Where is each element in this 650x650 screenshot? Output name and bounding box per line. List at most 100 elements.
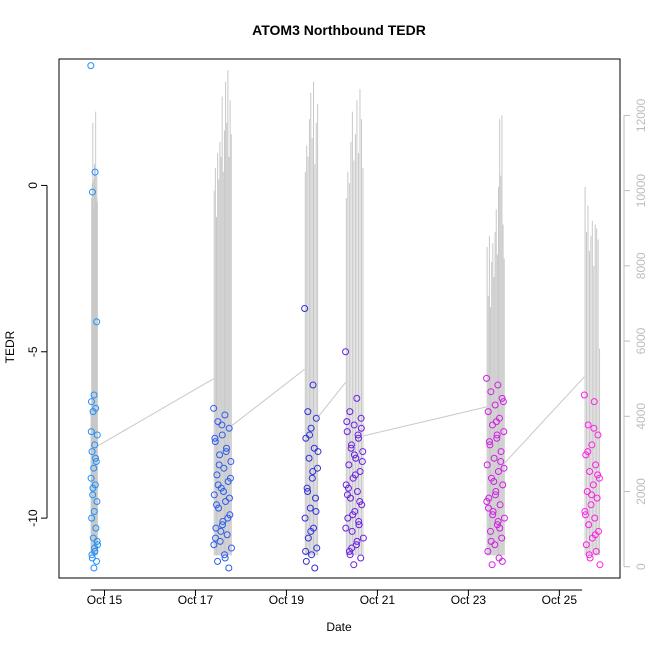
data-point [593,494,601,502]
data-point [349,511,357,519]
data-point [357,424,365,432]
data-point [343,428,351,436]
data-point [215,461,223,469]
y-tick-label: -5 [26,346,40,357]
data-point [87,474,95,482]
data-point [359,448,367,456]
data-point [500,464,508,472]
chart-title: ATOM3 Northbound TEDR [252,22,426,38]
y2-tick-label: 12000 [634,98,648,132]
data-point [222,448,230,456]
data-point [88,514,96,522]
y2-tick-label: 10000 [634,174,648,208]
data-point [305,454,313,462]
data-point [594,431,602,439]
data-point [350,451,358,459]
data-point [89,491,97,499]
data-point [307,527,315,535]
data-point [355,521,363,529]
data-point [487,388,495,396]
y-tick-label: 0 [26,182,40,189]
data-point [490,478,498,486]
data-point [346,551,354,559]
data-point [494,381,502,389]
data-point [586,554,594,562]
data-point [594,471,602,479]
data-point [484,408,492,416]
data-point [91,544,99,552]
data-point [217,527,225,535]
data-point [344,484,352,492]
data-point [343,491,351,499]
x-tick-label: Oct 25 [542,593,578,607]
data-point [309,381,317,389]
data-point [351,471,359,479]
data-point [354,434,362,442]
data-point [492,418,500,426]
data-point [359,534,367,542]
data-point [225,494,233,502]
data-point [314,464,322,472]
data-point [211,438,219,446]
data-point [587,501,595,509]
data-point [346,408,354,416]
x-tick-label: Oct 17 [178,593,214,607]
data-point [485,438,493,446]
data-point [210,404,218,412]
y-tick-label: -10 [26,509,40,527]
data-point [582,541,590,549]
data-point [490,454,498,462]
data-point [311,564,319,572]
data-point [585,521,593,529]
data-point [353,488,361,495]
data-point [307,424,315,432]
data-point [350,421,358,429]
data-point [93,431,101,439]
data-point [499,481,507,489]
data-point [213,471,221,479]
x-tick-label: Oct 19 [269,593,305,607]
data-point [302,557,310,565]
y2-tick-label: 6000 [634,327,648,354]
data-point [214,481,222,489]
data-point [92,458,100,466]
data-point [88,554,96,562]
data-point [358,458,366,466]
series-connector [97,378,214,447]
data-point [352,541,360,549]
data-point [93,497,101,505]
data-point [308,474,316,482]
data-point [304,534,312,542]
data-point [89,484,97,492]
data-point [583,488,591,495]
data-point [308,551,316,559]
data-point [350,561,358,569]
data-point [88,551,96,559]
data-point [497,448,505,456]
data-point [221,411,229,419]
data-point [313,544,321,552]
series-connector [504,376,585,464]
data-point [218,521,226,529]
data-point [314,448,322,456]
data-point [581,511,589,519]
data-point [225,424,233,432]
data-point [483,374,491,382]
data-point [90,564,98,572]
data-point [312,507,320,515]
y2-tick-label: 0 [634,563,648,570]
data-point [226,474,234,482]
data-point [484,547,492,555]
data-point [219,488,227,495]
data-point [498,557,506,565]
data-point [342,524,350,532]
data-point [590,424,598,432]
plot-frame [58,58,621,579]
x-tick-label: Oct 23 [451,593,487,607]
data-point [588,441,596,449]
data-point [591,514,599,522]
data-point [221,554,229,562]
data-point [225,564,233,572]
data-point [87,62,95,70]
